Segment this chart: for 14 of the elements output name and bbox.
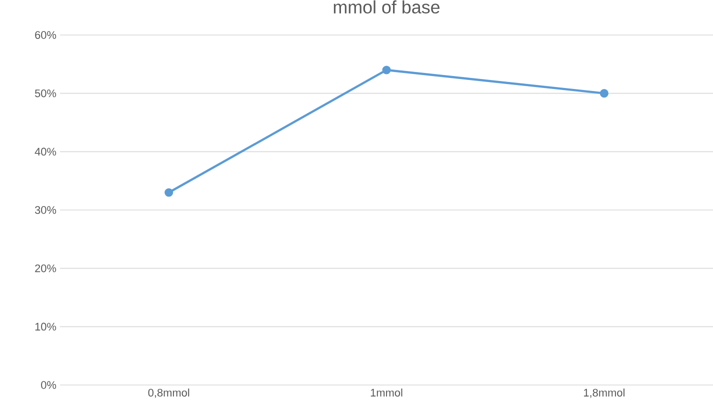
point: [164, 188, 174, 197]
y-tick-label: 30%: [34, 206, 56, 214]
x-tick-label: 0,8mmol: [148, 388, 190, 398]
x-tick-label: 1mmol: [370, 388, 402, 397]
chart-title: mmol of base: [334, 0, 440, 14]
y-tick-label: 20%: [35, 264, 56, 272]
x-tick-label: 1,8mmol: [584, 388, 624, 398]
point: [382, 66, 391, 74]
y-tick-label: 50%: [34, 89, 56, 98]
y-tick-label: 10%: [35, 322, 56, 331]
y-tick-label: 0%: [41, 381, 56, 389]
point: [600, 89, 608, 98]
y-tick-label: 60%: [35, 31, 56, 39]
y-tick-label: 40%: [34, 148, 56, 156]
